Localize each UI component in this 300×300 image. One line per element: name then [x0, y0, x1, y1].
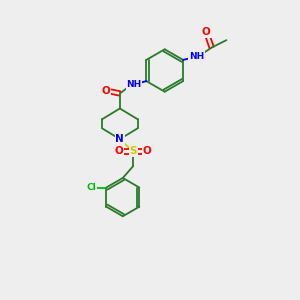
Text: O: O — [143, 146, 152, 157]
Text: O: O — [115, 146, 123, 157]
Text: NH: NH — [126, 80, 142, 89]
Text: Cl: Cl — [87, 183, 96, 192]
Text: N: N — [116, 134, 124, 144]
Text: NH: NH — [189, 52, 204, 61]
Text: S: S — [129, 146, 137, 157]
Text: O: O — [202, 27, 211, 37]
Text: O: O — [101, 85, 110, 95]
